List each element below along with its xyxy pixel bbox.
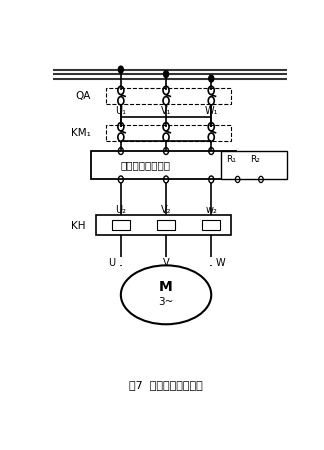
Bar	[106, 88, 231, 104]
Text: KH: KH	[71, 220, 86, 230]
Bar	[202, 220, 220, 230]
Text: R₁: R₁	[226, 155, 236, 164]
Text: QA: QA	[75, 90, 91, 101]
Text: R₂: R₂	[250, 155, 260, 164]
Text: W₁: W₁	[204, 106, 218, 116]
Text: 电动机软启动装置: 电动机软启动装置	[121, 160, 171, 170]
Bar	[91, 151, 237, 180]
Text: V₂: V₂	[161, 205, 171, 215]
Text: KM₁: KM₁	[71, 128, 91, 138]
Text: M: M	[159, 280, 173, 294]
Circle shape	[209, 75, 214, 82]
Text: V: V	[163, 257, 169, 268]
Text: 3~: 3~	[158, 297, 174, 307]
Bar	[157, 220, 175, 230]
Text: U₂: U₂	[115, 205, 126, 215]
Bar	[96, 216, 231, 235]
Text: 图7  不带旁路的一次图: 图7 不带旁路的一次图	[129, 380, 203, 390]
Text: U₁: U₁	[115, 106, 126, 116]
Text: V₁: V₁	[161, 106, 171, 116]
Circle shape	[118, 66, 123, 73]
Bar	[106, 125, 231, 141]
Bar	[221, 151, 286, 180]
Circle shape	[164, 71, 168, 77]
Text: W: W	[215, 257, 225, 268]
Text: w₂: w₂	[205, 205, 217, 215]
Bar	[112, 220, 130, 230]
Text: U: U	[109, 257, 116, 268]
